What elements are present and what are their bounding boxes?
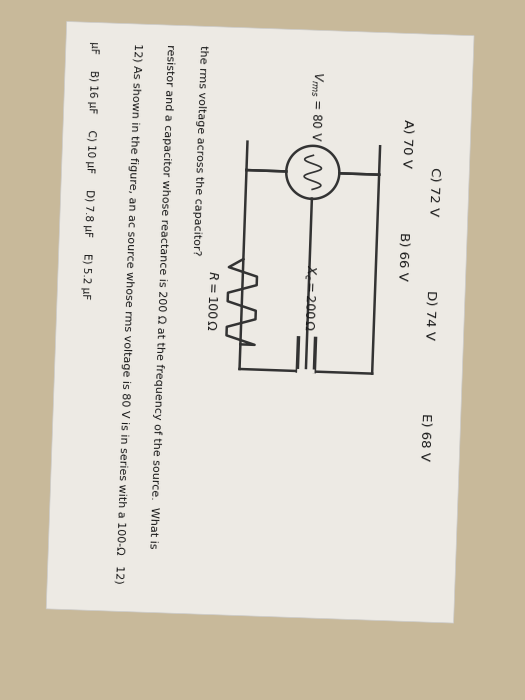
Text: C) 72 V: C) 72 V bbox=[426, 167, 441, 216]
Text: D) 74 V: D) 74 V bbox=[422, 290, 437, 340]
Text: A) 70 V: A) 70 V bbox=[400, 118, 414, 168]
Text: E) 68 V: E) 68 V bbox=[417, 413, 432, 461]
Text: $X_c = 200\,\Omega$: $X_c = 200\,\Omega$ bbox=[300, 264, 317, 331]
Text: $R = 100\,\Omega$: $R = 100\,\Omega$ bbox=[204, 270, 219, 331]
Text: $V_{rms}$ = 80 V: $V_{rms}$ = 80 V bbox=[306, 71, 324, 141]
Polygon shape bbox=[46, 22, 474, 623]
Text: resistor and a capacitor whose reactance is 200 Ω at the frequency of the source: resistor and a capacitor whose reactance… bbox=[148, 44, 175, 549]
Text: B) 66 V: B) 66 V bbox=[395, 232, 410, 281]
Text: 12) As shown in the figure, an ac source whose rms voltage is 80 V is in series : 12) As shown in the figure, an ac source… bbox=[113, 43, 142, 584]
Text: the rms voltage across the capacitor?: the rms voltage across the capacitor? bbox=[191, 45, 208, 256]
Text: μF     B) 16 μF     C) 10 μF     D) 7.8 μF     E) 5.2 μF: μF B) 16 μF C) 10 μF D) 7.8 μF E) 5.2 μF bbox=[80, 41, 99, 300]
